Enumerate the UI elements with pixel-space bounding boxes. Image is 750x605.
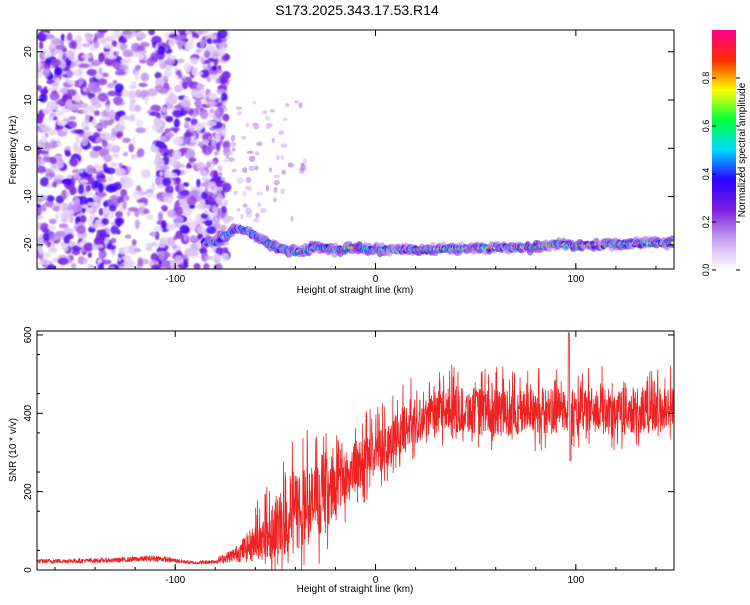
spectrogram-ytick-label: 0 [23,145,34,151]
snr-xtick-label: 0 [373,575,379,586]
snr-panel: -100 0 100 0 200 400 600 Height of straight li… [8,326,675,595]
snr-ylabel: SNR (10 * v/v) [8,418,19,482]
spectrogram-xtick-label: 0 [373,274,379,285]
snr-ytick-label: 0 [23,567,34,573]
spectrogram-ytick-label: 10 [23,94,34,106]
colorbar: 0.0 0.2 0.4 0.6 0.8 Normalized spectral ampl… [701,30,748,276]
spectrogram-xtick-label: 100 [568,274,585,285]
snr-ytick-label: 400 [23,404,34,421]
snr-ticks: -100 0 100 0 200 400 600 [23,326,674,586]
colorbar-tick-label: 0.2 [701,216,711,229]
colorbar-bar [712,30,736,270]
spectrogram-xlabel: Height of straight line (km) [297,285,414,296]
colorbar-tick-label: 0.8 [701,72,711,85]
spectrogram-xtick-label: -100 [165,274,185,285]
snr-xtick-label: -100 [165,575,185,586]
spectrogram-frame [36,29,675,270]
spectrogram-ytick-label: 20 [23,46,34,58]
snr-frame [36,330,675,571]
colorbar-tick-label: 0.6 [701,120,711,133]
colorbar-tick-label: 0.0 [701,264,711,277]
snr-series-line [37,332,674,570]
spectrogram-ylabel: Frequency (Hz) [8,116,19,185]
snr-xtick-label: 100 [568,575,585,586]
snr-ytick-label: 600 [23,326,34,343]
snr-xlabel: Height of straight line (km) [297,584,414,595]
spectrogram-ytick-label: -10 [23,189,34,204]
colorbar-label: Normalized spectral amplitude [737,82,748,217]
colorbar-tick-label: 0.4 [701,168,711,181]
spectrogram-ytick-label: -20 [23,237,34,252]
colorbar-ticks: 0.0 0.2 0.4 0.6 0.8 [701,72,740,277]
figure-title: S173.2025.343.17.53.R14 [275,2,439,18]
spectrogram-blobs [37,30,674,269]
snr-ytick-label: 200 [23,483,34,500]
